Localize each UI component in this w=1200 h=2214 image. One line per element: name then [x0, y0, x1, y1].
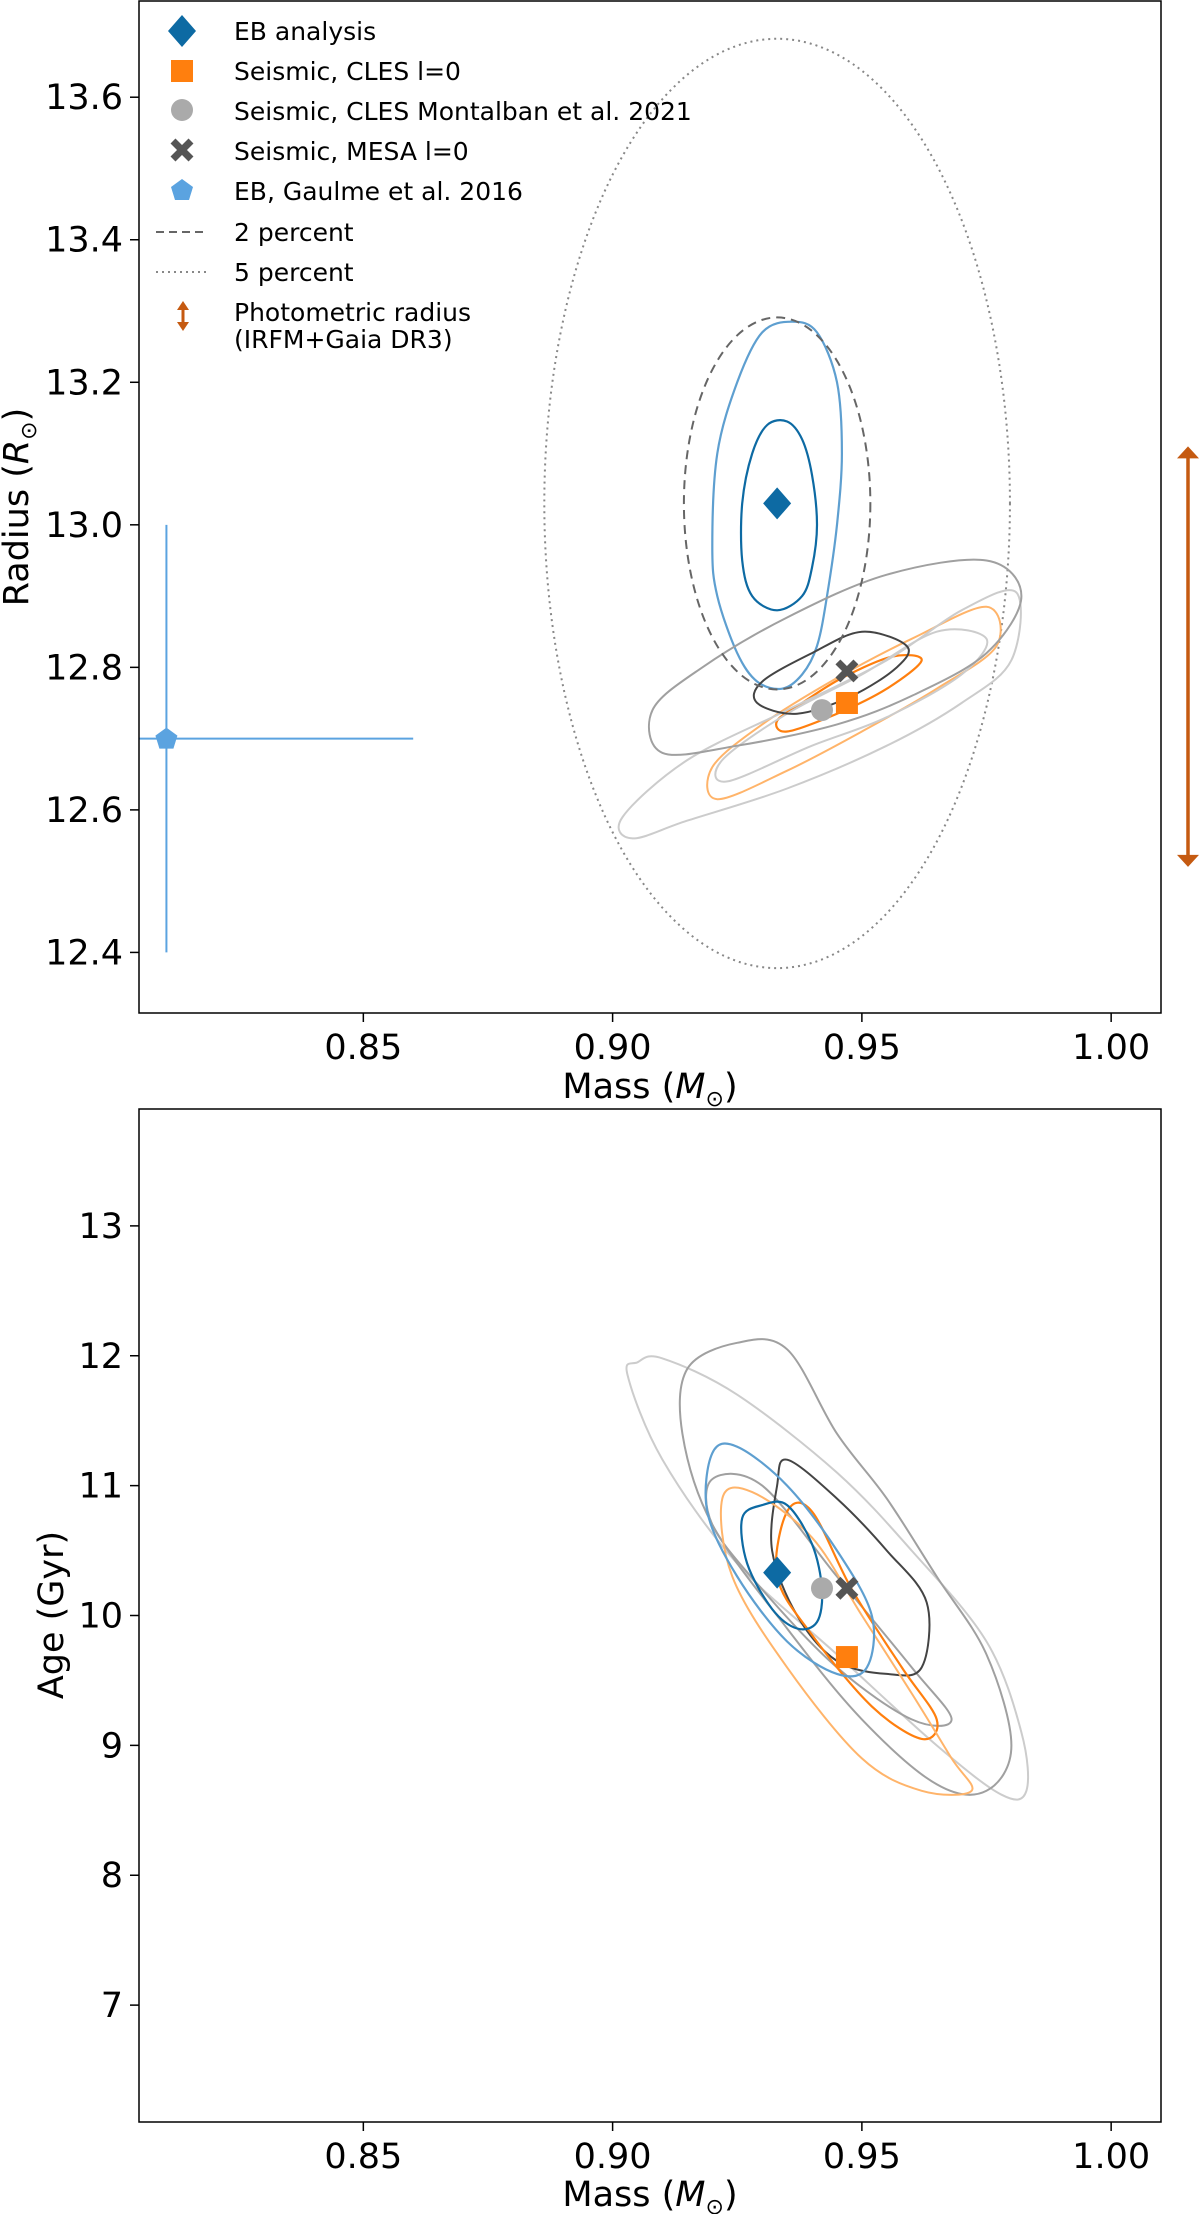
age-mass-contour-eb-inner [740, 1500, 824, 1631]
age-mass-contour-cles-inner [774, 1501, 939, 1741]
age-mass-panel: 0.85 0.90 0.95 1.00 7 8 9 10 11 12 13 Mass (M⊙) Ag… [32, 1108, 1162, 2214]
legend-label-photometric-radius-line2: (IRFM+Gaia DR3) [234, 325, 453, 354]
age-mass-x-tick-label: 0.90 [574, 2137, 652, 2177]
legend-marker-seismic-montalban [171, 99, 193, 121]
radius-mass-contour-gray-light-1 [617, 589, 1022, 840]
age-mass-ticks: 0.85 0.90 0.95 1.00 7 8 9 10 11 12 13 [78, 1207, 1150, 2177]
age-mass-x-axis-label: Mass (M⊙) [562, 2175, 737, 2214]
age-mass-y-tick-label: 8 [101, 1856, 123, 1896]
radius-mass-contour-gray-light-2 [714, 628, 989, 783]
radius-mass-ticks: 0.85 0.90 0.95 1.00 12.4 12.6 12.8 13.0 13.2 13.4… [45, 78, 1150, 1068]
age-mass-contour-gray-mid-2 [705, 1472, 953, 1727]
radius-mass-series [139, 37, 1023, 970]
age-mass-axes-frame [138, 1108, 1162, 2123]
legend-label-eb-gaulme: EB, Gaulme et al. 2016 [234, 177, 523, 206]
radius-mass-y-tick-label: 12.4 [45, 933, 123, 973]
radius-mass-y-tick-label: 13.6 [45, 78, 123, 118]
legend-marker-seismic-mesa [170, 138, 194, 162]
radius-mass-point-seismic-mesa [835, 659, 859, 683]
legend-marker-eb-gaulme [171, 179, 193, 200]
legend: EB analysis Seismic, CLES l=0 Seismic, C… [156, 15, 692, 354]
age-mass-contour-gray-light [625, 1355, 1030, 1801]
age-mass-y-tick-label: 12 [78, 1337, 123, 1377]
radius-mass-point-eb-analysis [763, 487, 792, 520]
legend-marker-seismic-cles [171, 60, 193, 82]
legend-label-eb-analysis: EB analysis [234, 17, 376, 46]
radius-mass-y-tick-label: 13.2 [45, 363, 123, 403]
age-mass-y-tick-label: 9 [101, 1726, 123, 1766]
radius-mass-contour-eb-outer [711, 320, 843, 691]
age-mass-point-seismic-montalban [810, 1577, 833, 1600]
radius-mass-y-axis-label: Radius (R⊙) [0, 408, 42, 607]
age-mass-y-tick-label: 13 [78, 1207, 123, 1247]
age-mass-point-eb-analysis [763, 1556, 792, 1589]
radius-mass-x-tick-label: 0.85 [324, 1028, 402, 1068]
age-mass-y-tick-label: 11 [78, 1467, 123, 1507]
radius-mass-contour-gray-dark [752, 630, 910, 715]
age-mass-contour-cles-outer [719, 1486, 974, 1796]
age-mass-x-tick-label: 0.85 [324, 2137, 402, 2177]
radius-mass-ellipse-two-percent [682, 316, 872, 691]
age-mass-contour-eb-outer [704, 1442, 876, 1678]
age-mass-series [625, 1338, 1030, 1801]
radius-mass-axes-frame [138, 0, 1162, 1014]
radius-mass-ellipse-five-percent [543, 37, 1011, 970]
radius-mass-point-eb-gaulme [155, 727, 178, 749]
age-mass-point-seismic-mesa [835, 1576, 859, 1600]
radius-mass-x-tick-label: 0.95 [823, 1028, 901, 1068]
radius-mass-plot-area [139, 37, 1199, 970]
age-mass-plot-area [625, 1338, 1030, 1801]
radius-mass-photometric-radius-arrow [1177, 446, 1199, 867]
radius-mass-panel: 0.85 0.90 0.95 1.00 12.4 12.6 12.8 13.0 13.2 13.4… [0, 0, 1199, 1112]
radius-mass-x-tick-label: 1.00 [1072, 1028, 1150, 1068]
legend-marker-eb-analysis [168, 15, 196, 47]
radius-mass-y-tick-label: 13.4 [45, 221, 123, 261]
legend-label-seismic-montalban: Seismic, CLES Montalban et al. 2021 [234, 97, 692, 126]
radius-mass-point-seismic-montalban [810, 699, 833, 722]
age-mass-y-tick-label: 10 [78, 1597, 123, 1637]
radius-mass-contour-eb-inner [739, 419, 819, 612]
age-mass-contour-gray-dark [770, 1458, 931, 1677]
legend-marker-photometric-radius [177, 301, 189, 331]
age-mass-point-seismic-cles [835, 1646, 858, 1669]
radius-mass-y-tick-label: 12.6 [45, 791, 123, 831]
radius-mass-y-tick-label: 13.0 [45, 506, 123, 546]
radius-mass-contour-gray-mid [647, 558, 1023, 756]
age-mass-y-axis-label: Age (Gyr) [32, 1531, 72, 1699]
legend-label-two-percent: 2 percent [234, 218, 354, 247]
radius-mass-y-tick-label: 12.8 [45, 648, 123, 688]
age-mass-y-tick-label: 7 [101, 1986, 123, 2026]
radius-mass-point-seismic-cles [835, 691, 858, 714]
legend-label-photometric-radius-line1: Photometric radius [234, 298, 471, 327]
legend-label-seismic-mesa: Seismic, MESA l=0 [234, 137, 469, 166]
radius-mass-x-tick-label: 0.90 [574, 1028, 652, 1068]
legend-label-five-percent: 5 percent [234, 258, 354, 287]
radius-mass-x-axis-label: Mass (M⊙) [562, 1067, 737, 1112]
age-mass-x-tick-label: 1.00 [1072, 2137, 1150, 2177]
legend-label-seismic-cles: Seismic, CLES l=0 [234, 57, 461, 86]
age-mass-x-tick-label: 0.95 [823, 2137, 901, 2177]
radius-mass-contour-cles-outer [706, 605, 1002, 801]
